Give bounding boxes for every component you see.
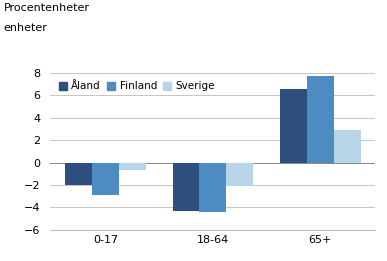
Bar (92, 163, 119, 195)
Text: Procentenheter: Procentenheter (4, 3, 90, 13)
Bar (280, 89, 307, 163)
Bar (199, 163, 226, 212)
Bar (173, 163, 199, 211)
Bar (226, 163, 253, 186)
Bar (307, 76, 334, 163)
Bar (65, 163, 92, 185)
Bar (334, 130, 361, 163)
Text: enheter: enheter (4, 23, 48, 33)
Bar (119, 163, 146, 170)
Legend: Åland, Finland, Sverige: Åland, Finland, Sverige (55, 78, 218, 94)
